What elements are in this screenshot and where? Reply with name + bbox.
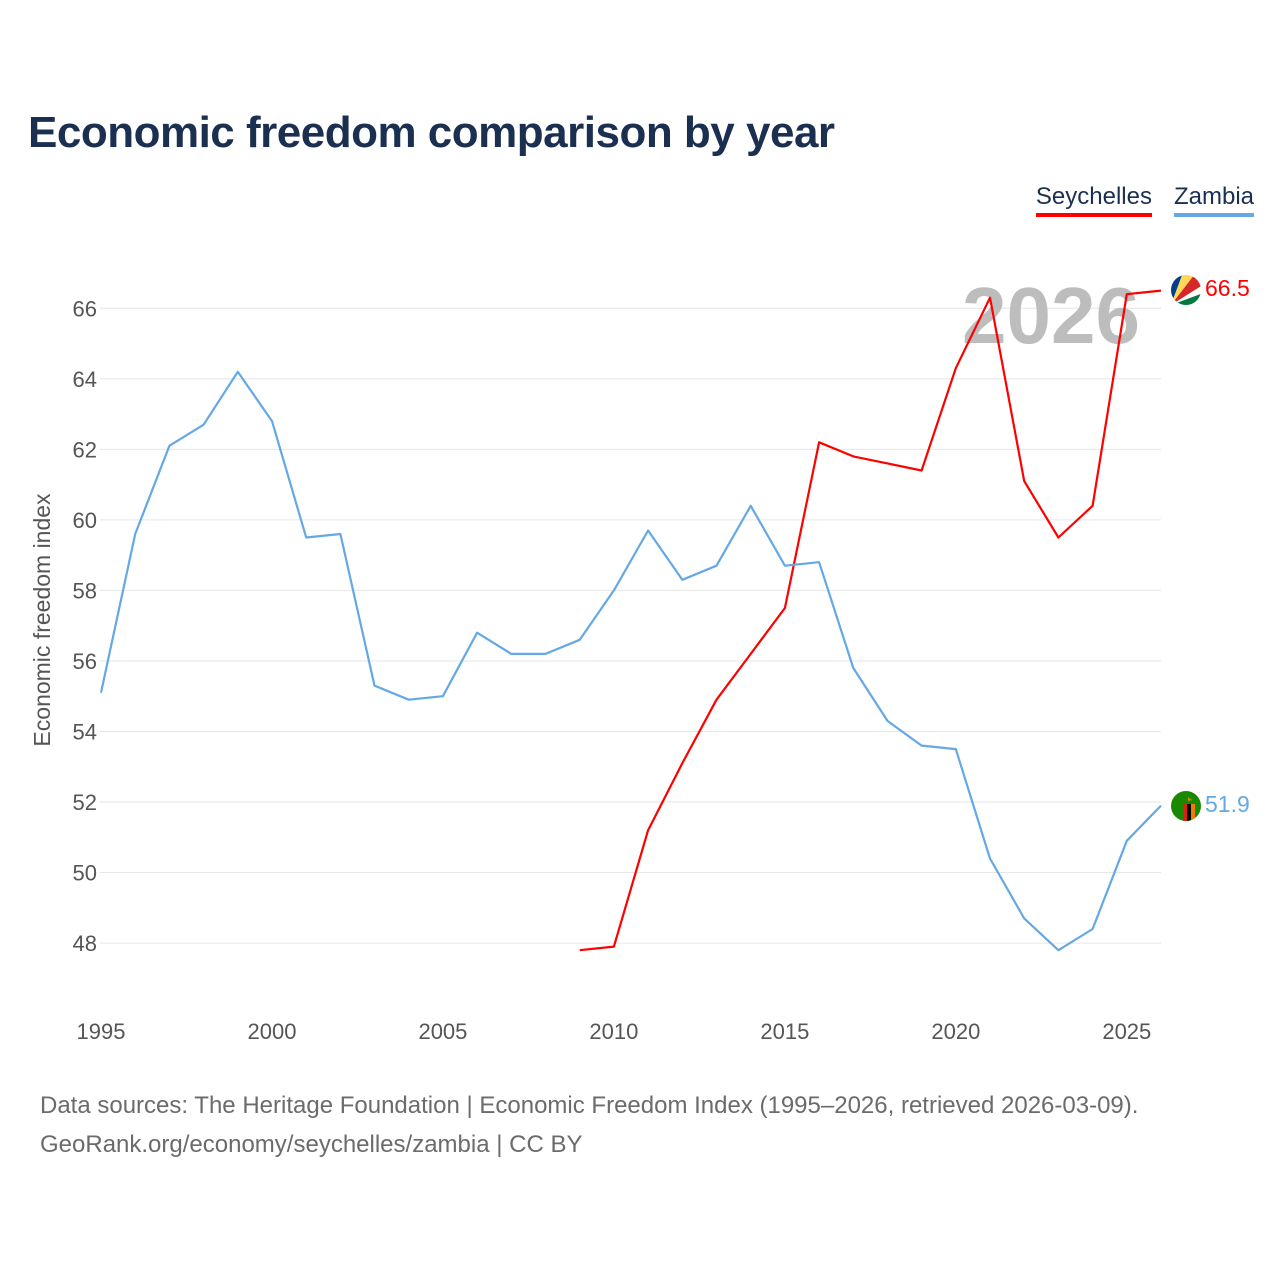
series-lines [99, 289, 1162, 952]
grid-lines [100, 307, 1161, 944]
y-tick-label: 52 [73, 790, 97, 815]
y-tick-label: 62 [73, 437, 97, 462]
y-tick-label: 50 [73, 861, 97, 886]
y-tick-label: 64 [73, 367, 97, 392]
legend-item-zambia[interactable]: Zambia [1173, 183, 1254, 217]
seychelles-end-value: 66.5 [1205, 275, 1250, 301]
y-tick-label: 66 [73, 296, 97, 321]
x-tick-label: 2025 [1102, 1019, 1151, 1044]
y-tick-label: 56 [73, 649, 97, 674]
series-line-seychelles[interactable] [579, 289, 1162, 952]
line-chart: 48 50 52 54 56 58 60 62 64 66 1995 2000 2005 2010 201… [29, 271, 1250, 1044]
source-line-1: Data sources: The Heritage Foundation | … [40, 1092, 1139, 1119]
x-tick-label: 1995 [77, 1019, 126, 1044]
x-tick-label: 2005 [418, 1019, 467, 1044]
legend: Seychelles Zambia [1035, 183, 1254, 217]
year-watermark: 2026 [962, 271, 1140, 360]
source-note: Data sources: The Heritage Foundation | … [40, 1086, 1138, 1164]
y-axis-label: Economic freedom index [29, 493, 55, 747]
zambia-flag-icon [1171, 791, 1201, 821]
series-line-zambia[interactable] [99, 370, 1162, 952]
zambia-end-value: 51.9 [1205, 791, 1250, 817]
y-tick-label: 48 [73, 931, 97, 956]
legend-item-seychelles[interactable]: Seychelles [1035, 183, 1152, 217]
x-tick-label: 2015 [760, 1019, 809, 1044]
y-tick-label: 54 [73, 719, 97, 744]
x-axis: 1995 2000 2005 2010 2015 2020 2025 [77, 1019, 1152, 1044]
x-tick-label: 2020 [931, 1019, 980, 1044]
seychelles-flag-icon [1171, 275, 1201, 305]
x-tick-label: 2000 [247, 1019, 296, 1044]
chart-title: Economic freedom comparison by year [28, 108, 835, 157]
y-tick-label: 58 [73, 578, 97, 603]
y-axis: 48 50 52 54 56 58 60 62 64 66 [73, 296, 97, 956]
source-line-2[interactable]: GeoRank.org/economy/seychelles/zambia | … [40, 1131, 583, 1158]
x-tick-label: 2010 [589, 1019, 638, 1044]
y-tick-label: 60 [73, 508, 97, 533]
